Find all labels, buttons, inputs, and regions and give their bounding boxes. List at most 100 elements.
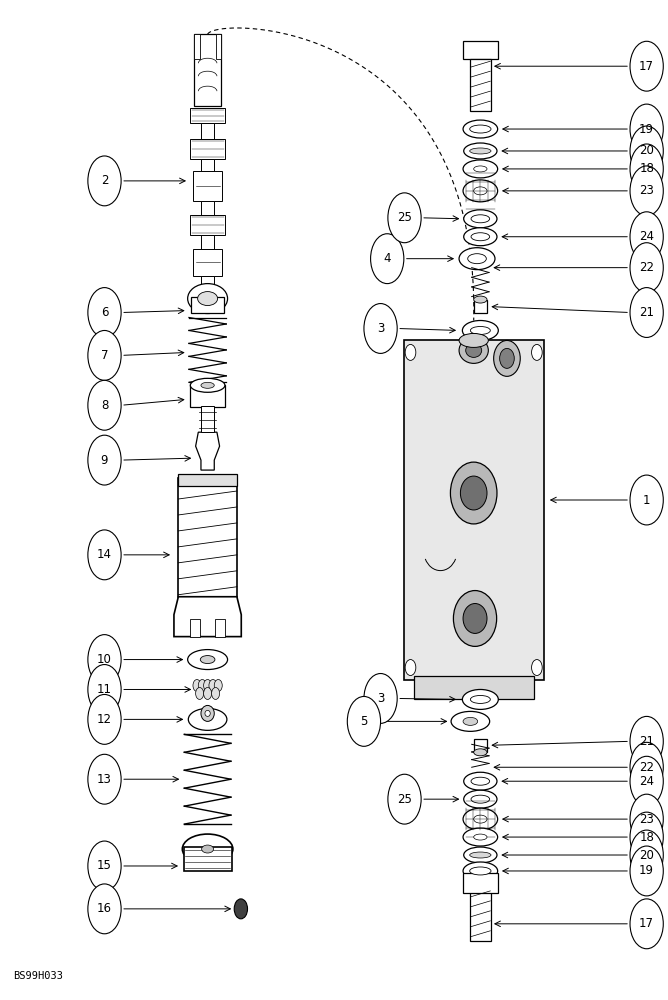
FancyBboxPatch shape bbox=[193, 171, 222, 201]
Circle shape bbox=[214, 680, 222, 691]
Ellipse shape bbox=[464, 210, 497, 228]
Text: 25: 25 bbox=[397, 211, 412, 224]
Circle shape bbox=[388, 774, 421, 824]
Text: 23: 23 bbox=[639, 813, 654, 826]
Text: 3: 3 bbox=[377, 322, 384, 335]
Circle shape bbox=[630, 475, 663, 525]
Ellipse shape bbox=[460, 476, 487, 510]
Text: 21: 21 bbox=[639, 306, 654, 319]
Ellipse shape bbox=[474, 187, 487, 195]
Text: 10: 10 bbox=[97, 653, 112, 666]
Text: 20: 20 bbox=[639, 849, 654, 862]
Text: 17: 17 bbox=[639, 917, 654, 930]
Text: 24: 24 bbox=[639, 775, 654, 788]
FancyBboxPatch shape bbox=[470, 891, 491, 941]
Circle shape bbox=[630, 212, 663, 262]
FancyBboxPatch shape bbox=[190, 619, 200, 637]
FancyBboxPatch shape bbox=[178, 474, 237, 486]
FancyBboxPatch shape bbox=[463, 41, 498, 59]
FancyBboxPatch shape bbox=[474, 300, 487, 313]
Text: BS99H033: BS99H033 bbox=[13, 971, 63, 981]
Ellipse shape bbox=[462, 689, 498, 709]
Circle shape bbox=[630, 288, 663, 337]
Circle shape bbox=[630, 742, 663, 792]
Text: 18: 18 bbox=[639, 162, 654, 175]
FancyBboxPatch shape bbox=[463, 873, 498, 893]
Circle shape bbox=[88, 156, 121, 206]
Ellipse shape bbox=[454, 591, 496, 646]
Ellipse shape bbox=[190, 378, 225, 392]
Ellipse shape bbox=[463, 717, 478, 725]
Ellipse shape bbox=[494, 340, 520, 376]
Ellipse shape bbox=[464, 143, 497, 159]
Circle shape bbox=[198, 680, 206, 691]
Text: 3: 3 bbox=[377, 692, 384, 705]
Ellipse shape bbox=[471, 795, 490, 803]
Circle shape bbox=[88, 288, 121, 337]
Text: 20: 20 bbox=[639, 144, 654, 157]
FancyBboxPatch shape bbox=[201, 276, 214, 291]
Text: 25: 25 bbox=[397, 793, 412, 806]
Ellipse shape bbox=[463, 808, 498, 830]
Ellipse shape bbox=[463, 120, 498, 138]
Text: 5: 5 bbox=[360, 715, 367, 728]
Text: 1: 1 bbox=[643, 494, 651, 507]
Ellipse shape bbox=[459, 333, 488, 347]
Circle shape bbox=[405, 344, 415, 360]
Ellipse shape bbox=[463, 180, 498, 202]
Circle shape bbox=[630, 243, 663, 293]
Text: 23: 23 bbox=[639, 184, 654, 197]
Ellipse shape bbox=[470, 867, 491, 875]
Text: 9: 9 bbox=[101, 454, 108, 467]
FancyBboxPatch shape bbox=[201, 201, 214, 215]
Ellipse shape bbox=[474, 815, 487, 823]
Text: 13: 13 bbox=[97, 773, 112, 786]
Circle shape bbox=[630, 899, 663, 949]
Ellipse shape bbox=[468, 254, 486, 264]
Text: 14: 14 bbox=[97, 548, 112, 561]
Circle shape bbox=[364, 674, 397, 723]
Circle shape bbox=[371, 234, 404, 284]
Ellipse shape bbox=[201, 705, 214, 721]
Ellipse shape bbox=[464, 228, 497, 246]
Circle shape bbox=[209, 680, 217, 691]
Circle shape bbox=[88, 635, 121, 684]
Circle shape bbox=[88, 530, 121, 580]
Ellipse shape bbox=[462, 320, 498, 340]
Circle shape bbox=[234, 899, 248, 919]
Text: 12: 12 bbox=[97, 713, 112, 726]
Text: 16: 16 bbox=[97, 902, 112, 915]
Circle shape bbox=[88, 841, 121, 891]
Ellipse shape bbox=[205, 710, 210, 716]
Ellipse shape bbox=[470, 148, 491, 154]
Circle shape bbox=[88, 665, 121, 714]
FancyBboxPatch shape bbox=[404, 340, 544, 680]
Ellipse shape bbox=[464, 847, 497, 863]
Ellipse shape bbox=[471, 777, 490, 785]
Text: 24: 24 bbox=[639, 230, 654, 243]
Ellipse shape bbox=[201, 382, 214, 388]
Text: 18: 18 bbox=[639, 831, 654, 844]
Ellipse shape bbox=[198, 292, 218, 306]
Text: 19: 19 bbox=[639, 123, 654, 136]
FancyBboxPatch shape bbox=[190, 108, 225, 123]
Ellipse shape bbox=[182, 834, 233, 864]
Ellipse shape bbox=[450, 462, 497, 524]
Circle shape bbox=[630, 166, 663, 216]
Circle shape bbox=[364, 304, 397, 353]
Circle shape bbox=[88, 330, 121, 380]
FancyBboxPatch shape bbox=[194, 34, 221, 106]
Circle shape bbox=[630, 126, 663, 176]
Text: 21: 21 bbox=[639, 735, 654, 748]
Circle shape bbox=[193, 680, 201, 691]
Ellipse shape bbox=[463, 160, 498, 178]
Text: 22: 22 bbox=[639, 761, 654, 774]
Ellipse shape bbox=[202, 845, 214, 853]
Text: 7: 7 bbox=[101, 349, 108, 362]
Text: 8: 8 bbox=[101, 399, 108, 412]
Text: 4: 4 bbox=[383, 252, 391, 265]
Circle shape bbox=[196, 687, 204, 699]
FancyBboxPatch shape bbox=[470, 59, 491, 111]
Ellipse shape bbox=[466, 343, 482, 357]
FancyBboxPatch shape bbox=[190, 215, 225, 235]
